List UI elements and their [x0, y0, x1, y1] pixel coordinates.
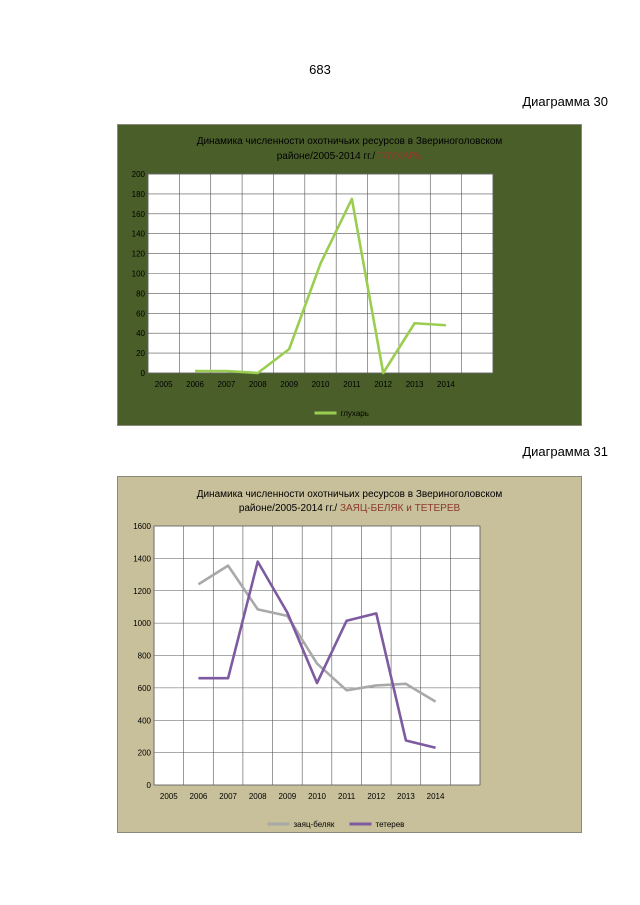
x-tick-label: 2013 — [397, 792, 415, 801]
y-tick-label: 160 — [132, 210, 146, 219]
y-tick-label: 0 — [147, 781, 152, 790]
y-tick-label: 180 — [132, 190, 146, 199]
diagram-label-30: Диаграмма 30 — [522, 94, 608, 109]
y-tick-label: 800 — [138, 652, 152, 661]
y-tick-label: 1200 — [133, 587, 151, 596]
legend-label: тетерев — [376, 820, 405, 829]
y-tick-label: 100 — [132, 270, 146, 279]
x-tick-label: 2008 — [249, 380, 267, 389]
x-tick-label: 2006 — [186, 380, 204, 389]
y-tick-label: 80 — [136, 289, 145, 298]
x-tick-label: 2010 — [312, 380, 330, 389]
chart-title-highlight: ЗАЯЦ-БЕЛЯК и ТЕТЕРЕВ — [340, 503, 461, 514]
x-tick-label: 2010 — [308, 792, 326, 801]
y-tick-label: 600 — [138, 684, 152, 693]
page-number: 683 — [309, 62, 331, 77]
x-tick-label: 2007 — [219, 792, 237, 801]
x-tick-label: 2014 — [427, 792, 445, 801]
chart-zayac-teterev: Динамика численности охотничьих ресурсов… — [117, 476, 582, 833]
x-tick-label: 2009 — [280, 380, 298, 389]
x-tick-label: 2005 — [155, 380, 173, 389]
x-tick-label: 2011 — [343, 380, 361, 389]
x-tick-label: 2012 — [367, 792, 385, 801]
y-tick-label: 120 — [132, 250, 146, 259]
y-tick-label: 60 — [136, 309, 145, 318]
y-tick-label: 1400 — [133, 554, 151, 563]
chart-glukhar: Динамика численности охотничьих ресурсов… — [117, 124, 582, 426]
chart-zayac-teterev-svg: Динамика численности охотничьих ресурсов… — [118, 477, 581, 832]
chart-title-line-1: Динамика численности охотничьих ресурсов… — [197, 136, 503, 147]
chart-title-line-2: районе/2005-2014 гг./ ЗАЯЦ-БЕЛЯК и ТЕТЕР… — [239, 503, 461, 514]
diagram-label-31: Диаграмма 31 — [522, 444, 608, 459]
x-tick-label: 2012 — [374, 380, 392, 389]
y-tick-label: 0 — [141, 369, 146, 378]
y-tick-label: 200 — [138, 749, 152, 758]
y-tick-label: 200 — [132, 170, 146, 179]
x-tick-label: 2011 — [338, 792, 356, 801]
x-tick-label: 2009 — [278, 792, 296, 801]
x-tick-label: 2013 — [406, 380, 424, 389]
y-tick-label: 40 — [136, 329, 145, 338]
chart-title-highlight: ГЛУХАРЬ — [378, 151, 423, 162]
x-tick-label: 2005 — [160, 792, 178, 801]
x-tick-label: 2006 — [190, 792, 208, 801]
y-tick-label: 1000 — [133, 619, 151, 628]
chart-glukhar-svg: Динамика численности охотничьих ресурсов… — [118, 125, 581, 425]
y-tick-label: 1600 — [133, 522, 151, 531]
x-tick-label: 2014 — [437, 380, 455, 389]
chart-title-line-2: районе/2005-2014 гг./ ГЛУХАРЬ — [277, 151, 423, 162]
legend-label: заяц-беляк — [294, 820, 335, 829]
chart-title-line-1: Динамика численности охотничьих ресурсов… — [197, 489, 503, 500]
legend-label: глухарь — [341, 409, 369, 418]
y-tick-label: 400 — [138, 716, 152, 725]
x-tick-label: 2007 — [218, 380, 236, 389]
x-tick-label: 2008 — [249, 792, 267, 801]
y-tick-label: 20 — [136, 349, 145, 358]
y-tick-label: 140 — [132, 230, 146, 239]
